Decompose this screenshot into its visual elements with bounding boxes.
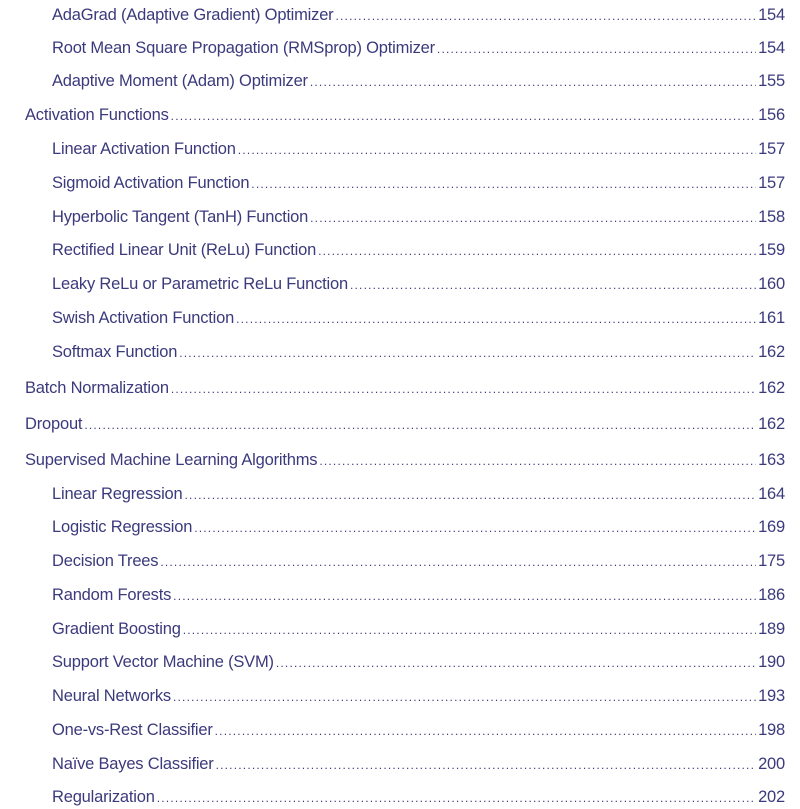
- toc-entry-page: 198: [758, 721, 785, 739]
- dot-leader: [251, 173, 756, 195]
- toc-entry-page: 189: [758, 620, 785, 638]
- dot-leader: [437, 38, 756, 60]
- toc-entry-title: Naïve Bayes Classifier: [52, 755, 214, 773]
- toc-entry[interactable]: Root Mean Square Propagation (RMSprop) O…: [0, 37, 785, 59]
- toc-entry-title: Rectified Linear Unit (ReLu) Function: [52, 241, 317, 259]
- toc-entry[interactable]: Batch Normalization 162: [0, 377, 785, 399]
- toc-entry-title: AdaGrad (Adaptive Gradient) Optimizer: [52, 6, 334, 24]
- toc-entry[interactable]: Dropout 162: [0, 413, 785, 435]
- toc-entry[interactable]: AdaGrad (Adaptive Gradient) Optimizer 154: [0, 4, 785, 26]
- toc-entry[interactable]: Decision Trees 175: [0, 550, 785, 572]
- toc-entry[interactable]: Linear Activation Function 157: [0, 138, 785, 160]
- dot-leader: [236, 308, 756, 330]
- dot-leader: [194, 517, 756, 539]
- dot-leader: [173, 585, 756, 607]
- dot-leader: [160, 551, 756, 573]
- toc-entry-title: Swish Activation Function: [52, 309, 235, 327]
- toc-entry-page: 154: [758, 39, 785, 57]
- dot-leader: [171, 378, 756, 400]
- toc-entry-title: Support Vector Machine (SVM): [52, 653, 274, 671]
- toc-entry-title: One-vs-Rest Classifier: [52, 721, 213, 739]
- toc-entry-page: 160: [758, 275, 785, 293]
- toc-entry-title: Decision Trees: [52, 552, 159, 570]
- dot-leader: [319, 450, 756, 472]
- toc-entry-title: Regularization: [52, 788, 155, 806]
- toc-entry-page: 154: [758, 6, 785, 24]
- toc-entry-page: 175: [758, 552, 785, 570]
- toc-entry[interactable]: Hyperbolic Tangent (TanH) Function 158: [0, 206, 785, 228]
- dot-leader: [84, 414, 756, 436]
- dot-leader: [183, 619, 756, 641]
- toc-entry[interactable]: Activation Functions 156: [0, 104, 785, 126]
- dot-leader: [215, 720, 756, 742]
- toc-entry-title: Linear Activation Function: [52, 140, 236, 158]
- toc-entry-title: Linear Regression: [52, 485, 183, 503]
- toc-entry[interactable]: Adaptive Moment (Adam) Optimizer 155: [0, 70, 785, 92]
- toc-entry-title: Gradient Boosting: [52, 620, 181, 638]
- dot-leader: [350, 274, 756, 296]
- dot-leader: [179, 342, 756, 364]
- dot-leader: [157, 787, 756, 809]
- dot-leader: [185, 484, 757, 506]
- toc-entry-title: Neural Networks: [52, 687, 171, 705]
- toc-entry-page: 164: [758, 485, 785, 503]
- toc-entry-title: Leaky ReLu or Parametric ReLu Function: [52, 275, 348, 293]
- toc-entry-page: 161: [758, 309, 785, 327]
- toc-entry[interactable]: Gradient Boosting 189: [0, 618, 785, 640]
- toc-entry-page: 155: [758, 72, 785, 90]
- dot-leader: [171, 105, 756, 127]
- dot-leader: [238, 139, 756, 161]
- toc-entry[interactable]: Supervised Machine Learning Algorithms 16…: [0, 449, 785, 471]
- dot-leader: [173, 686, 756, 708]
- toc-entry-page: 158: [758, 208, 785, 226]
- toc-entry-title: Dropout: [25, 415, 83, 433]
- toc-entry[interactable]: Regularization 202: [0, 786, 785, 808]
- dot-leader: [216, 754, 756, 776]
- toc-entry-title: Hyperbolic Tangent (TanH) Function: [52, 208, 309, 226]
- dot-leader: [335, 5, 756, 27]
- toc-entry[interactable]: Linear Regression 164: [0, 483, 785, 505]
- toc-entry-page: 162: [758, 343, 785, 361]
- toc-entry-page: 202: [758, 788, 785, 806]
- toc-entry[interactable]: Softmax Function 162: [0, 341, 785, 363]
- toc-entry-title: Sigmoid Activation Function: [52, 174, 250, 192]
- toc-entry-title: Logistic Regression: [52, 518, 193, 536]
- toc-entry[interactable]: Support Vector Machine (SVM) 190: [0, 651, 785, 673]
- toc-entry[interactable]: Random Forests 186: [0, 584, 785, 606]
- toc-entry-title: Supervised Machine Learning Algorithms: [25, 451, 318, 469]
- toc-entry-title: Softmax Function: [52, 343, 178, 361]
- toc-entry-page: 159: [758, 241, 785, 259]
- toc-entry-page: 162: [758, 415, 785, 433]
- toc-entry[interactable]: Swish Activation Function 161: [0, 307, 785, 329]
- toc-entry-page: 157: [758, 140, 785, 158]
- toc-entry-page: 163: [758, 451, 785, 469]
- toc-entry-title: Root Mean Square Propagation (RMSprop) O…: [52, 39, 435, 57]
- toc-entry-page: 156: [758, 106, 785, 124]
- dot-leader: [276, 652, 756, 674]
- dot-leader: [310, 71, 756, 93]
- toc-entry-title: Batch Normalization: [25, 379, 169, 397]
- toc-entry[interactable]: Naïve Bayes Classifier 200: [0, 753, 785, 775]
- toc-entry-page: 162: [758, 379, 785, 397]
- toc-entry-page: 200: [758, 755, 785, 773]
- dot-leader: [310, 207, 756, 229]
- toc-entry-page: 186: [758, 586, 785, 604]
- dot-leader: [318, 240, 756, 262]
- toc-entry[interactable]: Leaky ReLu or Parametric ReLu Function 16…: [0, 273, 785, 295]
- toc-entry[interactable]: One-vs-Rest Classifier 198: [0, 719, 785, 741]
- toc-entry[interactable]: Logistic Regression 169: [0, 516, 785, 538]
- toc-entry-title: Activation Functions: [25, 106, 169, 124]
- toc-entry-title: Adaptive Moment (Adam) Optimizer: [52, 72, 308, 90]
- toc-entry-page: 169: [758, 518, 785, 536]
- toc-entry[interactable]: Neural Networks 193: [0, 685, 785, 707]
- toc-entry-page: 193: [758, 687, 785, 705]
- toc-entry-page: 190: [758, 653, 785, 671]
- toc-entry[interactable]: Rectified Linear Unit (ReLu) Function 159: [0, 239, 785, 261]
- toc-entry-page: 157: [758, 174, 785, 192]
- toc-entry-title: Random Forests: [52, 586, 172, 604]
- toc-entry[interactable]: Sigmoid Activation Function 157: [0, 172, 785, 194]
